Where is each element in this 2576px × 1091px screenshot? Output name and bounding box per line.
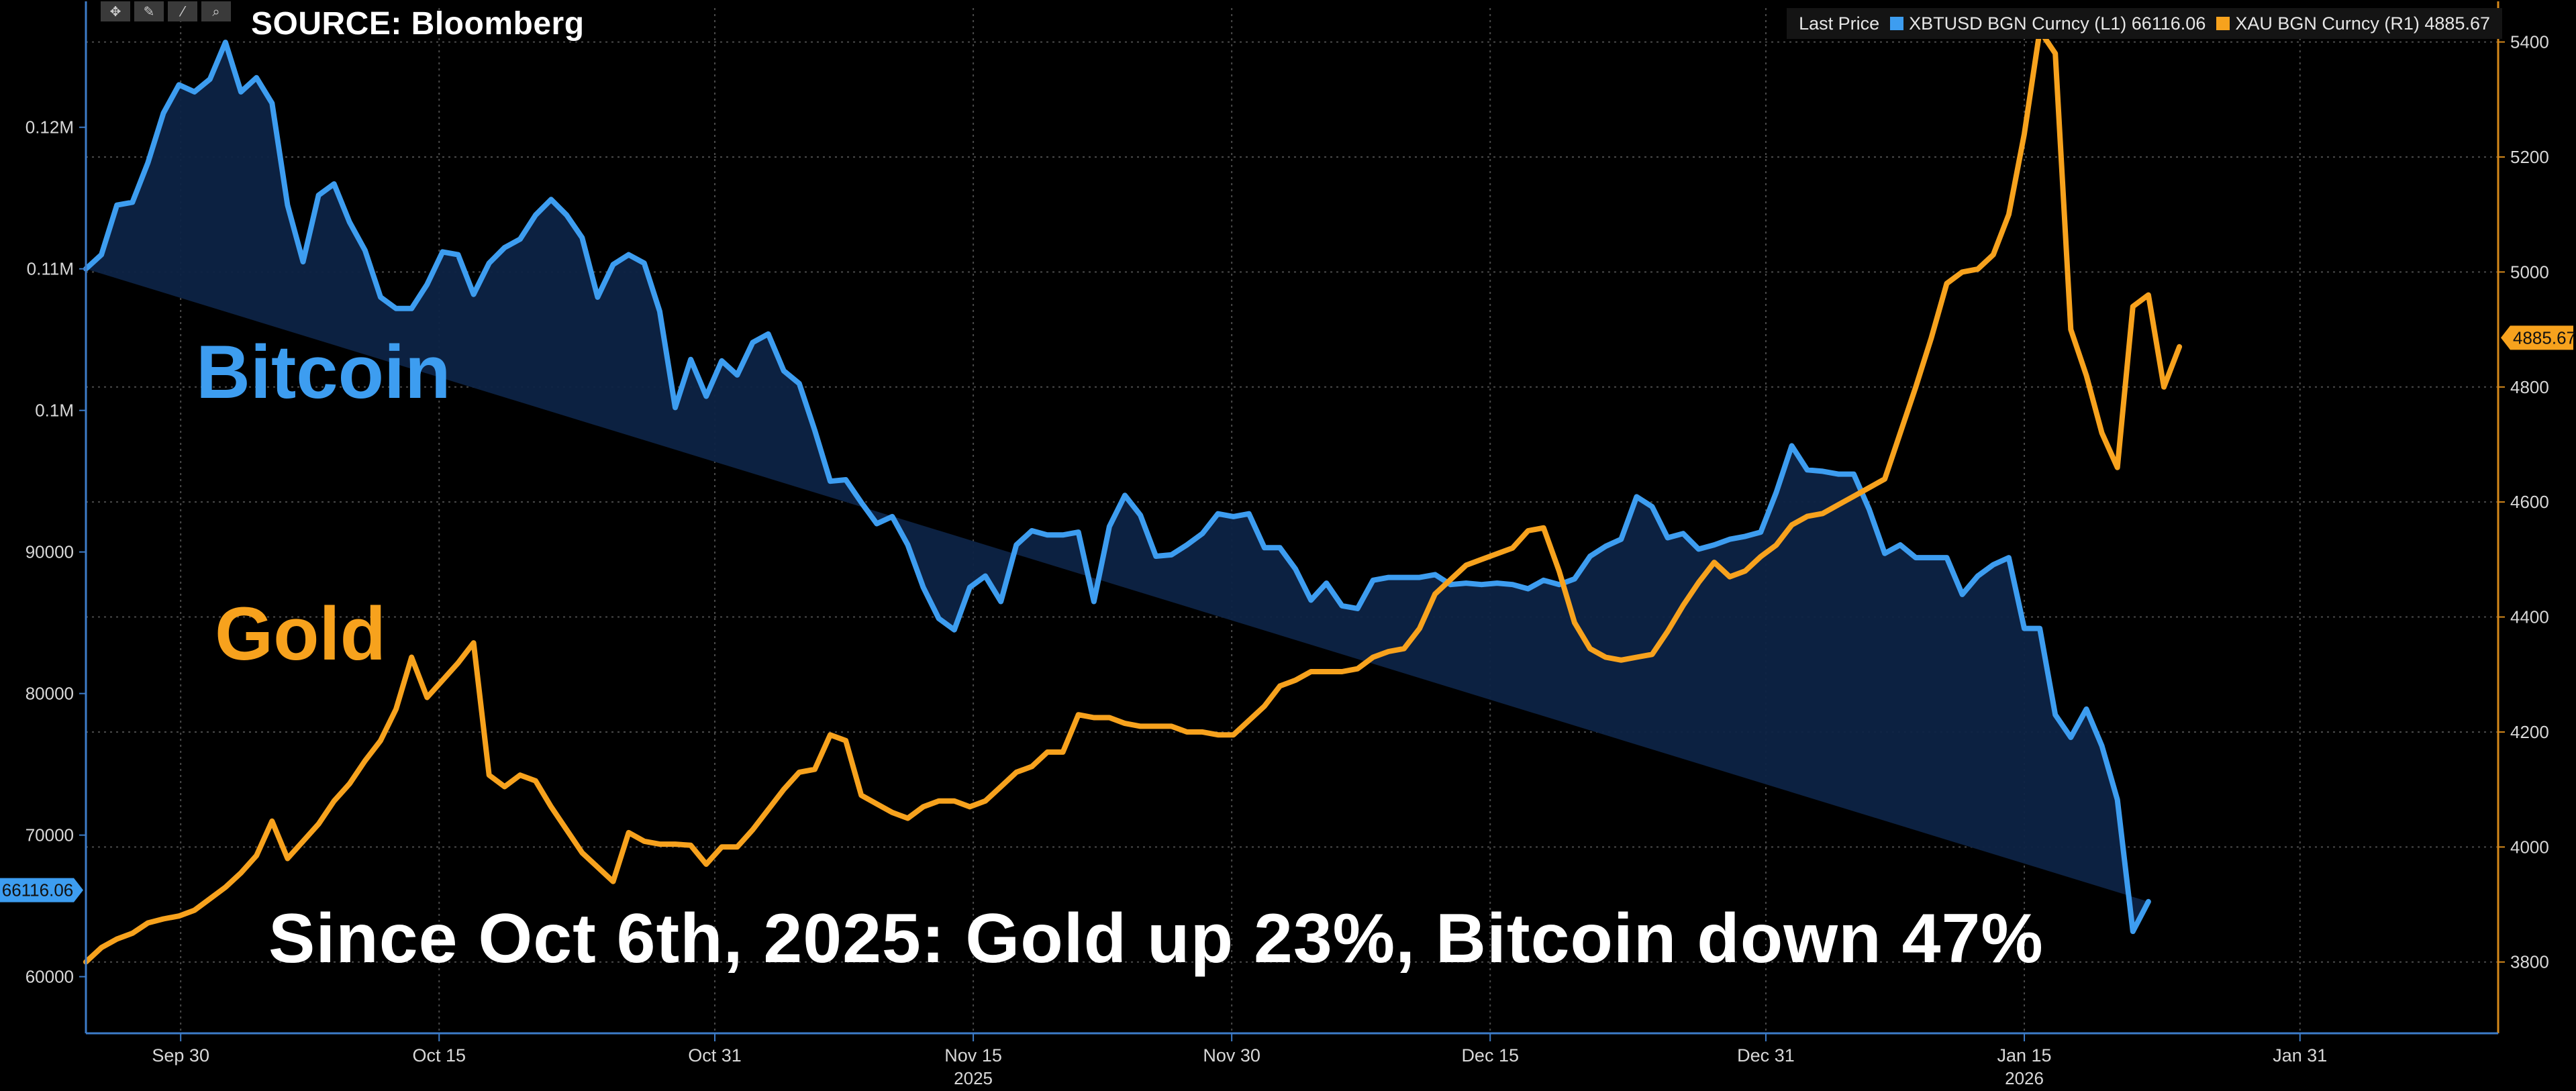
series-lines xyxy=(83,28,2183,965)
pencil-icon[interactable]: ✎ xyxy=(134,1,164,21)
x-tick-label-8: Jan 31 xyxy=(2273,1045,2327,1066)
chart-toolbar: ✥ ✎ ⁄ ⌕ xyxy=(101,1,231,21)
move-icon[interactable]: ✥ xyxy=(101,1,130,21)
left-last-value-tag xyxy=(0,878,83,902)
left-tick-label-2: 80000 xyxy=(26,684,74,704)
year-label-1: 2026 xyxy=(2005,1068,2044,1088)
left-tick-label-5: 0.11M xyxy=(27,259,74,279)
last-value-tags: 66116.06 4885.67 xyxy=(0,325,2576,902)
x-tick-label-2: Oct 31 xyxy=(688,1045,742,1066)
series-line-0 xyxy=(83,40,2151,935)
zoom-icon[interactable]: ⌕ xyxy=(201,1,231,21)
source-label: SOURCE: Bloomberg xyxy=(251,6,585,42)
left-last-value-text: 66116.06 xyxy=(2,880,74,900)
performance-annotation: Since Oct 6th, 2025: Gold up 23%, Bitcoi… xyxy=(268,900,2044,978)
left-tick-label-4: 0.1M xyxy=(35,401,74,421)
series-area-0 xyxy=(86,42,2148,932)
x-tick-label-1: Oct 15 xyxy=(412,1045,466,1066)
x-tick-label-6: Dec 31 xyxy=(1737,1045,1795,1066)
x-tick-label-0: Sep 30 xyxy=(152,1045,209,1066)
right-tick-label-4: 4600 xyxy=(2510,492,2549,512)
x-tick-label-3: Nov 15 xyxy=(944,1045,1002,1066)
left-tick-label-1: 70000 xyxy=(26,825,74,845)
series-line-1 xyxy=(83,28,2183,965)
legend-label-gold: XAU BGN Curncy (R1) 4885.67 xyxy=(2235,13,2490,34)
legend-item-bitcoin: XBTUSD BGN Curncy (L1) 66116.06 xyxy=(1890,13,2206,34)
legend-swatch-bitcoin xyxy=(1890,17,1904,30)
year-label-0: 2025 xyxy=(954,1068,993,1088)
right-tick-label-8: 5400 xyxy=(2510,32,2549,52)
bitcoin-label: Bitcoin xyxy=(196,330,451,414)
chart-legend: Last Price XBTUSD BGN Curncy (L1) 66116.… xyxy=(1787,8,2502,39)
right-tick-label-0: 3800 xyxy=(2510,952,2549,972)
x-tick-label-5: Dec 15 xyxy=(1461,1045,1519,1066)
gold-label: Gold xyxy=(215,592,387,676)
right-tick-label-3: 4400 xyxy=(2510,607,2549,627)
legend-item-gold: XAU BGN Curncy (R1) 4885.67 xyxy=(2216,13,2490,34)
x-tick-label-4: Nov 30 xyxy=(1203,1045,1260,1066)
edit-icon[interactable]: ⁄ xyxy=(168,1,197,21)
axes: 60000 70000 80000 90000 0.1M 0.11M 0.12M 3800 40… xyxy=(26,1,2549,1088)
series-fill xyxy=(86,42,2148,932)
x-tick-label-7: Jan 15 xyxy=(1997,1045,2051,1066)
right-tick-label-5: 4800 xyxy=(2510,377,2549,397)
left-tick-label-0: 60000 xyxy=(26,967,74,987)
legend-title: Last Price xyxy=(1799,13,1880,34)
right-last-value-text: 4885.67 xyxy=(2513,327,2576,348)
legend-label-bitcoin: XBTUSD BGN Curncy (L1) 66116.06 xyxy=(1909,13,2206,34)
left-tick-label-6: 0.12M xyxy=(26,117,74,138)
left-tick-label-3: 90000 xyxy=(26,542,74,562)
right-tick-label-2: 4200 xyxy=(2510,722,2549,742)
right-tick-label-6: 5000 xyxy=(2510,262,2549,282)
right-last-value-tag xyxy=(2501,325,2573,350)
right-tick-label-1: 4000 xyxy=(2510,837,2549,857)
right-tick-label-7: 5200 xyxy=(2510,147,2549,167)
legend-swatch-gold xyxy=(2216,17,2230,30)
